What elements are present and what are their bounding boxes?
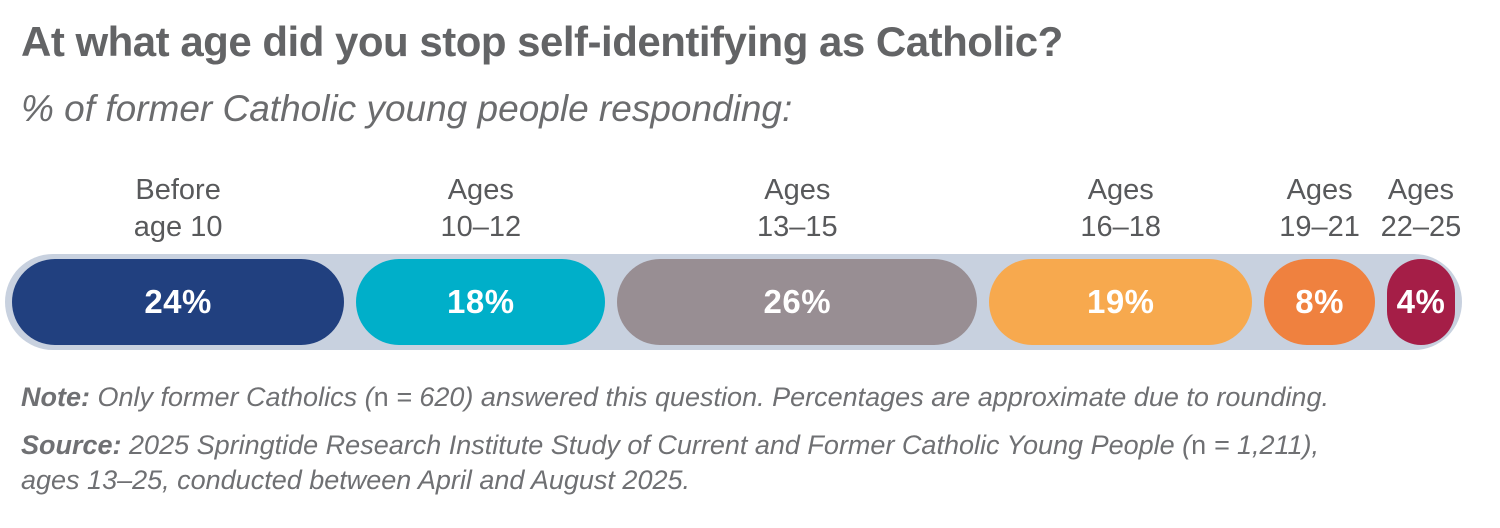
category-label-4: Ages 16–18 [1080, 174, 1162, 243]
note-body-pre: Only former Catholics ( [90, 382, 374, 413]
note-n-symbol: n [373, 382, 389, 413]
note-label: Note: [21, 382, 90, 413]
chart-subtitle: % of former Catholic young people respon… [21, 87, 793, 129]
bar-segment-6: 4% [1386, 259, 1455, 346]
source-label: Source: [21, 429, 122, 460]
segment-value-label: 4% [1396, 283, 1446, 321]
bar-segment-2: 18% [356, 259, 606, 346]
segment-value-label: 8% [1295, 283, 1344, 321]
category-labels-row: Before age 10 Ages 10–12 Ages 13–15 Ages 16–18 A… [12, 172, 1462, 245]
category-label-6: Ages 22–25 [1380, 174, 1462, 243]
category-label-2: Ages 10–12 [440, 174, 522, 243]
note-text: Note: Only former Catholics (n = 620) an… [21, 380, 1460, 416]
category-label-3: Ages 13–15 [756, 174, 838, 243]
bar-segment-4: 19% [989, 259, 1253, 346]
note-body-post: = 620) answered this question. Percentag… [388, 382, 1329, 413]
source-body-post: = 1,211), [1206, 429, 1320, 460]
bar-segment-5: 8% [1264, 259, 1375, 346]
segment-value-label: 18% [447, 283, 515, 321]
segment-value-label: 19% [1086, 283, 1155, 321]
category-label-1: Before age 10 [133, 174, 223, 243]
category-label-5: Ages 19–21 [1279, 174, 1360, 243]
bar-track: 24% 18% 26% 19% 8% 4% [5, 254, 1462, 351]
bar-segment-1: 24% [12, 259, 345, 346]
source-body-line2: ages 13–25, conducted between April and … [21, 465, 691, 496]
chart-title: At what age did you stop self-identifyin… [21, 18, 1063, 65]
source-text: Source: 2025 Springtide Research Institu… [21, 428, 1460, 499]
source-body-pre: 2025 Springtide Research Institute Study… [121, 429, 1192, 460]
segment-value-label: 24% [144, 283, 212, 321]
segment-value-label: 26% [763, 283, 832, 321]
source-n-symbol: n [1191, 429, 1207, 460]
bar-segment-3: 26% [617, 259, 978, 346]
